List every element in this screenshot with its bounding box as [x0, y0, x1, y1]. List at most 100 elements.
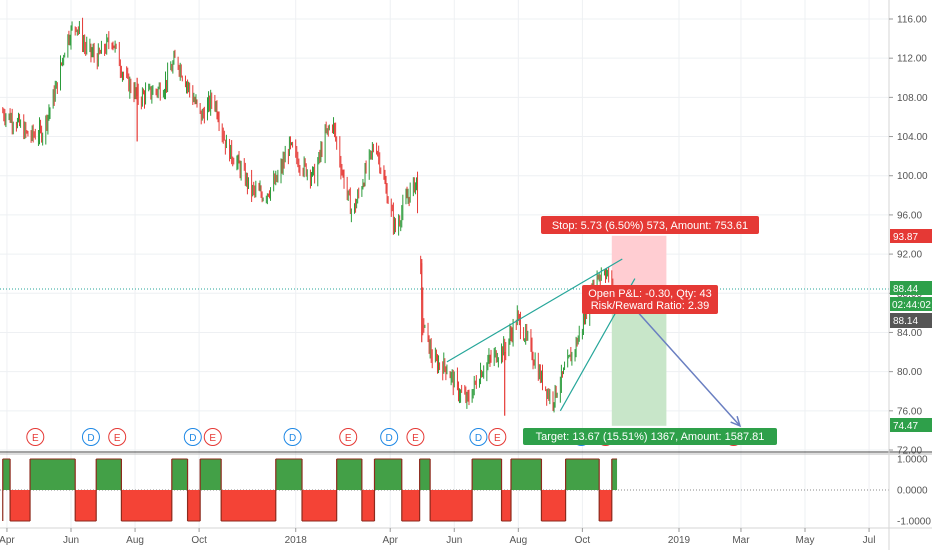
- dividend-marker[interactable]: D: [469, 428, 488, 446]
- oscillator-bull-block: [472, 459, 502, 490]
- arrow-head: [730, 415, 742, 428]
- target-price-badge: 74.47: [890, 418, 932, 432]
- svg-text:02:44:02: 02:44:02: [892, 300, 931, 311]
- event-marker-letter: E: [494, 433, 501, 444]
- time-tick-label: Oct: [575, 535, 591, 546]
- earnings-marker[interactable]: E: [339, 428, 358, 446]
- oscillator-axis: 1.0000 0.0000 -1.0000: [897, 455, 931, 528]
- oscillator-bull-block: [611, 459, 618, 490]
- oscillator-bear-block: [75, 490, 97, 521]
- stop-loss-zone: [611, 235, 667, 289]
- dividend-marker[interactable]: D: [183, 428, 202, 446]
- price-tick-label: 72.00: [897, 446, 922, 457]
- time-tick-label: Apr: [382, 535, 398, 546]
- oscillator-bull-block: [275, 459, 303, 490]
- oscillator-tick-label: 1.0000: [897, 455, 928, 466]
- bar-countdown-badge: 02:44:02: [890, 297, 932, 311]
- oscillator-bull-block: [96, 459, 122, 490]
- event-marker-letter: D: [87, 433, 94, 444]
- oscillator-bear-block: [501, 490, 511, 521]
- oscillator-bear-block: [401, 490, 420, 521]
- earnings-marker[interactable]: E: [406, 428, 425, 446]
- time-tick-label: Oct: [191, 535, 207, 546]
- time-tick-label: Jul: [863, 535, 876, 546]
- oscillator-bull-block: [336, 459, 362, 490]
- price-tick-label: 104.00: [897, 132, 928, 143]
- time-tick-label: Aug: [509, 535, 527, 546]
- target-label[interactable]: Target: 13.67 (15.51%) 1367, Amount: 158…: [523, 428, 777, 445]
- trend-channel[interactable]: [446, 258, 636, 412]
- oscillator-bear-block: [430, 490, 473, 521]
- oscillator-bear-block: [121, 490, 172, 521]
- oscillator-tick-label: 0.0000: [897, 486, 928, 497]
- event-marker-letter: E: [345, 433, 352, 444]
- oscillator-bear-block: [599, 490, 612, 521]
- svg-text:74.47: 74.47: [893, 421, 918, 432]
- event-marker-letter: D: [386, 433, 393, 444]
- price-tick-label: 84.00: [897, 328, 922, 339]
- trend-line[interactable]: [446, 258, 623, 363]
- oscillator-bull-block: [374, 459, 402, 490]
- last-price-badge: 88.14: [890, 313, 932, 328]
- event-marker-circle: [108, 428, 127, 446]
- event-marker-letter: D: [475, 433, 482, 444]
- event-marker-circle: [183, 428, 202, 446]
- earnings-marker[interactable]: E: [203, 428, 222, 446]
- target-label-text: Target: 13.67 (15.51%) 1367, Amount: 158…: [536, 431, 765, 443]
- oscillator-bear-block: [187, 490, 201, 521]
- price-tick-label: 92.00: [897, 250, 922, 261]
- earnings-marker[interactable]: E: [488, 428, 507, 446]
- stop-label-text: Stop: 5.73 (6.50%) 573, Amount: 753.61: [552, 220, 748, 232]
- event-marker-circle: [26, 428, 45, 446]
- event-marker-letter: E: [209, 433, 216, 444]
- stop-price-badge: 93.87: [890, 229, 932, 243]
- stop-label[interactable]: Stop: 5.73 (6.50%) 573, Amount: 753.61: [541, 216, 759, 234]
- earnings-marker[interactable]: E: [108, 428, 127, 446]
- price-tick-label: 80.00: [897, 367, 922, 378]
- risk-reward-text: Risk/Reward Ratio: 2.39: [591, 300, 710, 312]
- dividend-marker[interactable]: D: [380, 428, 399, 446]
- time-axis[interactable]: Apr Jun Aug Oct 2018 Apr Jun Aug Oct 2019 Mar May Ju…: [0, 527, 932, 546]
- oscillator-bear-block: [541, 490, 566, 521]
- event-marker-letter: D: [289, 433, 296, 444]
- time-tick-label: Mar: [732, 535, 750, 546]
- dividend-marker[interactable]: D: [283, 428, 302, 446]
- svg-text:88.44: 88.44: [893, 284, 918, 295]
- price-badges: 93.87 88.44 02:44:02 88.14 74.47: [890, 229, 932, 432]
- pnl-label[interactable]: Open P&L: -0.30, Qty: 43 Risk/Reward Rat…: [582, 285, 718, 314]
- price-tick-label: 100.00: [897, 171, 928, 182]
- event-marker-circle: [380, 428, 399, 446]
- price-tick-label: 112.00: [897, 54, 927, 65]
- event-marker-circle: [488, 428, 507, 446]
- oscillator-bear-block: [221, 490, 276, 521]
- event-marker-circle: [283, 428, 302, 446]
- earnings-marker[interactable]: E: [26, 428, 45, 446]
- oscillator-tick-label: -1.0000: [897, 517, 931, 528]
- oscillator-bear-block: [361, 490, 375, 521]
- oscillator-bear-block: [10, 490, 31, 521]
- position-tool[interactable]: [611, 235, 667, 426]
- oscillator-bull-block: [510, 459, 542, 490]
- event-marker-letter: D: [189, 433, 196, 444]
- oscillator-bull-block: [30, 459, 76, 490]
- price-axis[interactable]: 116.00 112.00 108.00 104.00 100.00 96.00 92.00…: [888, 0, 928, 550]
- time-tick-label: May: [796, 535, 815, 546]
- price-tick-label: 108.00: [897, 93, 928, 104]
- entry-price-badge: 88.44: [890, 281, 932, 295]
- price-tick-label: 116.00: [897, 15, 927, 26]
- event-marker-circle: [406, 428, 425, 446]
- oscillator-bull-block: [200, 459, 222, 490]
- event-marker-circle: [203, 428, 222, 446]
- pane-separator[interactable]: [0, 451, 932, 455]
- event-marker-letter: E: [32, 433, 39, 444]
- price-tick-label: 96.00: [897, 210, 922, 221]
- oscillator-bull-block: [171, 459, 188, 490]
- event-marker-letter: E: [412, 433, 419, 444]
- dividend-marker[interactable]: D: [81, 428, 100, 446]
- oscillator-bull-block: [565, 459, 600, 490]
- oscillator-bull-block: [419, 459, 431, 490]
- oscillator-bull-block: [2, 459, 11, 490]
- oscillator-pane: [0, 458, 889, 522]
- event-marker-circle: [339, 428, 358, 446]
